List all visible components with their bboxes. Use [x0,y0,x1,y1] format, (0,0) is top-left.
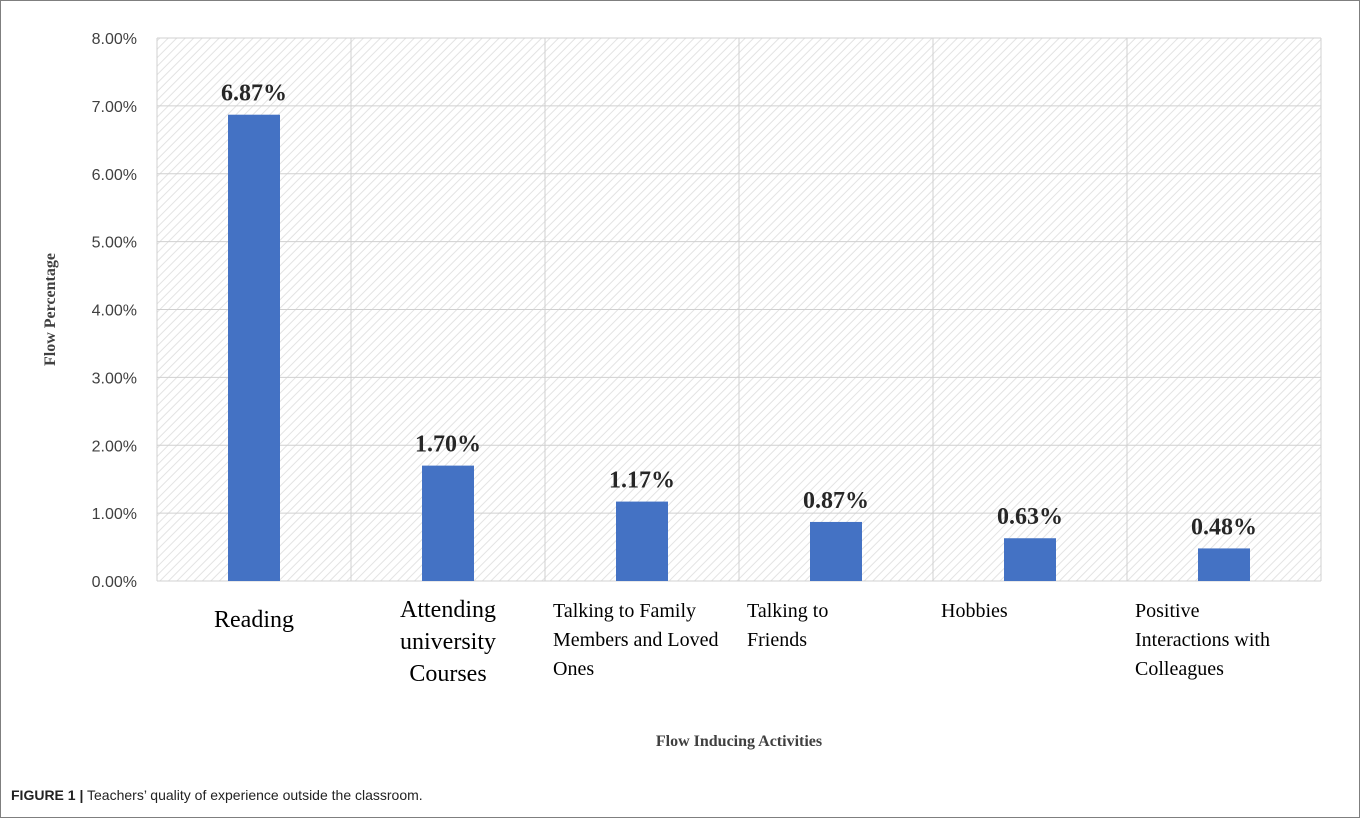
y-tick-label: 3.00% [92,370,137,387]
bar [422,465,474,581]
data-labels: 6.87% 1.70% 1.17% 0.87% 0.63% 0.48% [221,81,1257,541]
y-tick-label: 6.00% [92,167,137,184]
x-tick-label: Talking to Friends [747,600,828,651]
data-label: 0.48% [1191,514,1257,540]
y-axis-title: Flow Percentage [42,253,59,366]
y-tick-label: 1.00% [92,506,137,523]
bar [228,114,280,581]
x-tick-label: Reading [214,607,294,633]
data-label: 6.87% [221,81,287,107]
y-tick-label: 4.00% [92,303,137,320]
x-tick-label: Attending university Courses [400,597,496,687]
gridlines [156,37,1322,582]
y-tick-label: 7.00% [92,99,137,116]
x-axis-title: Flow Inducing Activities [656,733,822,750]
figure-caption-label: FIGURE 1 | [11,787,84,803]
data-label: 1.70% [415,432,481,458]
y-axis-ticks: 0.00% 1.00% 2.00% 3.00% 4.00% 5.00% 6.00% 7.00%… [92,31,137,591]
y-tick-label: 8.00% [92,31,137,48]
bar [1004,538,1056,581]
x-tick-label: Talking to Family Members and Loved Ones [553,600,719,680]
data-label: 0.63% [997,504,1063,530]
bars [228,114,1250,581]
x-tick-label: Positive Interactions with Colleagues [1135,600,1270,680]
figure-caption-text: Teachers’ quality of experience outside … [87,787,423,803]
bar-chart: 0.00% 1.00% 2.00% 3.00% 4.00% 5.00% 6.00% 7.00%… [42,31,1322,750]
data-label: 1.17% [609,468,675,494]
y-tick-label: 0.00% [92,574,137,591]
x-tick-label: Hobbies [941,600,1008,622]
x-axis-categories: Reading Attending university Courses Talking… [214,597,1270,687]
bar [616,501,668,581]
y-tick-label: 2.00% [92,438,137,455]
figure-caption: FIGURE 1 | Teachers’ quality of experien… [11,787,423,803]
bar [810,521,862,581]
bar [1198,548,1250,581]
y-tick-label: 5.00% [92,235,137,252]
data-label: 0.87% [803,488,869,514]
